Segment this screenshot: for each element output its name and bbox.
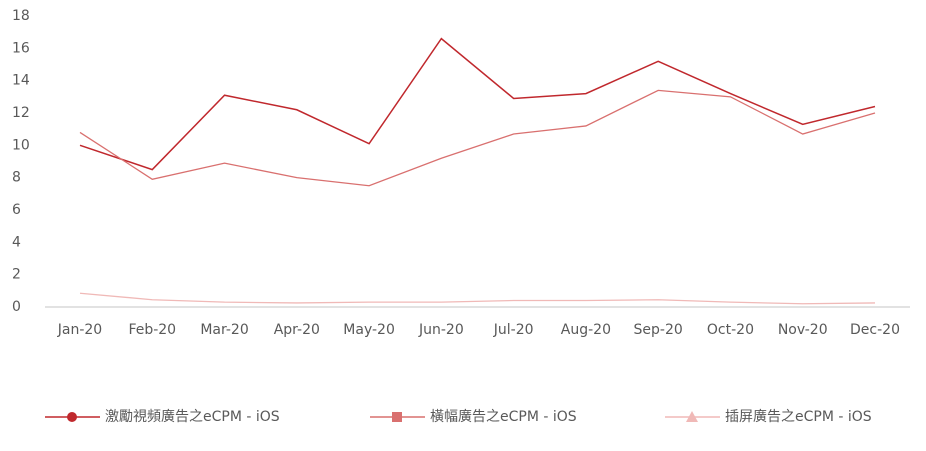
x-tick-label: Aug-20	[561, 322, 611, 338]
legend-label: 橫幅廣告之eCPM - iOS	[430, 408, 577, 425]
legend-label: 激勵視頻廣告之eCPM - iOS	[105, 408, 280, 425]
x-tick-label: Nov-20	[778, 322, 828, 338]
y-tick-label: 14	[12, 73, 30, 89]
legend-marker	[67, 412, 77, 422]
x-tick-label: Sep-20	[634, 322, 683, 338]
legend-label: 插屏廣告之eCPM - iOS	[725, 408, 872, 425]
x-tick-label: May-20	[343, 322, 395, 338]
y-tick-label: 4	[12, 234, 21, 250]
y-tick-label: 12	[12, 105, 30, 121]
y-tick-label: 18	[12, 8, 30, 24]
y-tick-label: 2	[12, 267, 21, 283]
y-tick-label: 10	[12, 137, 30, 153]
series-line	[79, 89, 876, 187]
y-tick-label: 8	[12, 170, 21, 186]
series-line	[79, 292, 876, 305]
legend-marker	[392, 412, 402, 422]
legend-item: 激勵視頻廣告之eCPM - iOS	[45, 408, 280, 425]
x-tick-label: Jun-20	[418, 322, 464, 338]
x-tick-label: Apr-20	[274, 322, 320, 338]
x-tick-label: Oct-20	[707, 322, 754, 338]
x-tick-label: Mar-20	[200, 322, 248, 338]
y-tick-label: 6	[12, 202, 21, 218]
x-tick-label: Jan-20	[57, 322, 102, 338]
y-tick-label: 16	[12, 40, 30, 56]
y-tick-label: 0	[12, 299, 21, 315]
legend-item: 橫幅廣告之eCPM - iOS	[370, 408, 577, 425]
x-tick-label: Feb-20	[128, 322, 176, 338]
x-tick-label: Jul-20	[493, 322, 534, 338]
series-line	[79, 37, 876, 171]
legend-marker	[686, 411, 698, 422]
legend-item: 插屏廣告之eCPM - iOS	[665, 408, 872, 425]
x-tick-label: Dec-20	[850, 322, 900, 338]
